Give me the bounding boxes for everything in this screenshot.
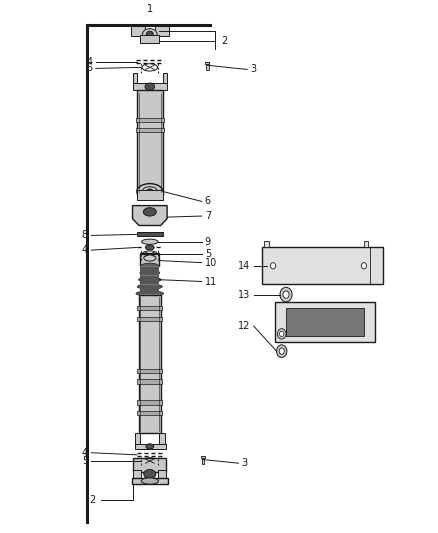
Bar xyxy=(137,91,163,195)
Text: 4: 4 xyxy=(82,245,88,255)
Text: 7: 7 xyxy=(205,211,211,221)
Text: 12: 12 xyxy=(238,321,250,331)
Text: 14: 14 xyxy=(238,261,250,271)
Ellipse shape xyxy=(141,263,159,269)
Bar xyxy=(135,444,166,449)
Circle shape xyxy=(279,348,284,354)
Bar xyxy=(136,118,164,122)
Ellipse shape xyxy=(140,270,160,276)
Bar xyxy=(140,35,159,43)
Bar xyxy=(159,470,166,479)
Bar xyxy=(206,62,208,70)
Text: 10: 10 xyxy=(205,257,217,268)
Ellipse shape xyxy=(137,183,163,199)
Text: 6: 6 xyxy=(205,196,211,206)
Ellipse shape xyxy=(145,245,154,250)
Bar xyxy=(364,241,368,247)
Text: 4: 4 xyxy=(86,56,92,67)
Circle shape xyxy=(270,263,276,269)
Ellipse shape xyxy=(144,470,156,479)
Circle shape xyxy=(280,287,292,302)
Bar xyxy=(134,458,166,472)
Bar xyxy=(140,253,159,266)
Bar xyxy=(202,456,204,464)
Text: 13: 13 xyxy=(238,289,250,300)
Text: 8: 8 xyxy=(82,230,88,240)
Bar xyxy=(137,369,162,373)
Ellipse shape xyxy=(144,255,156,261)
Ellipse shape xyxy=(136,291,164,296)
Bar xyxy=(131,25,145,36)
Ellipse shape xyxy=(141,478,159,484)
Bar xyxy=(138,295,161,433)
Circle shape xyxy=(361,263,367,269)
Bar xyxy=(155,25,169,36)
Text: 2: 2 xyxy=(89,495,96,505)
Ellipse shape xyxy=(142,251,158,257)
Text: 3: 3 xyxy=(250,64,256,75)
Bar xyxy=(201,456,205,458)
Bar xyxy=(137,379,162,384)
Bar xyxy=(205,62,209,64)
Bar xyxy=(275,302,374,342)
Bar xyxy=(262,247,383,284)
Bar xyxy=(135,433,140,445)
Bar xyxy=(137,411,162,415)
Circle shape xyxy=(277,329,286,339)
Bar xyxy=(159,433,165,445)
Ellipse shape xyxy=(142,458,158,465)
Ellipse shape xyxy=(146,189,153,194)
Ellipse shape xyxy=(141,239,158,244)
Circle shape xyxy=(279,331,284,336)
Bar xyxy=(265,241,269,247)
Ellipse shape xyxy=(146,444,154,449)
Ellipse shape xyxy=(145,83,155,91)
Text: 4: 4 xyxy=(82,448,88,458)
Ellipse shape xyxy=(142,29,157,40)
Bar xyxy=(136,128,164,132)
Ellipse shape xyxy=(142,64,158,71)
Ellipse shape xyxy=(138,277,161,282)
Bar xyxy=(163,73,167,84)
Text: 9: 9 xyxy=(205,237,211,247)
Polygon shape xyxy=(133,206,167,225)
Text: 2: 2 xyxy=(221,36,227,46)
Ellipse shape xyxy=(146,31,153,37)
Ellipse shape xyxy=(143,208,156,216)
Bar xyxy=(140,266,159,294)
Text: 3: 3 xyxy=(241,458,247,468)
Bar xyxy=(133,83,167,91)
Bar xyxy=(137,190,163,200)
Bar xyxy=(133,73,137,84)
Bar xyxy=(137,400,162,405)
Ellipse shape xyxy=(137,284,162,289)
Bar xyxy=(137,306,162,310)
Text: 1: 1 xyxy=(147,4,153,14)
Ellipse shape xyxy=(142,187,157,196)
Text: 11: 11 xyxy=(205,277,217,287)
Text: 5: 5 xyxy=(82,456,88,466)
Bar xyxy=(134,470,141,479)
Bar xyxy=(132,478,168,484)
Text: 5: 5 xyxy=(205,249,211,259)
Text: 5: 5 xyxy=(86,63,92,74)
Bar xyxy=(137,317,162,321)
Circle shape xyxy=(276,345,287,358)
Circle shape xyxy=(283,291,289,298)
Bar xyxy=(137,232,163,236)
Bar xyxy=(286,308,364,336)
